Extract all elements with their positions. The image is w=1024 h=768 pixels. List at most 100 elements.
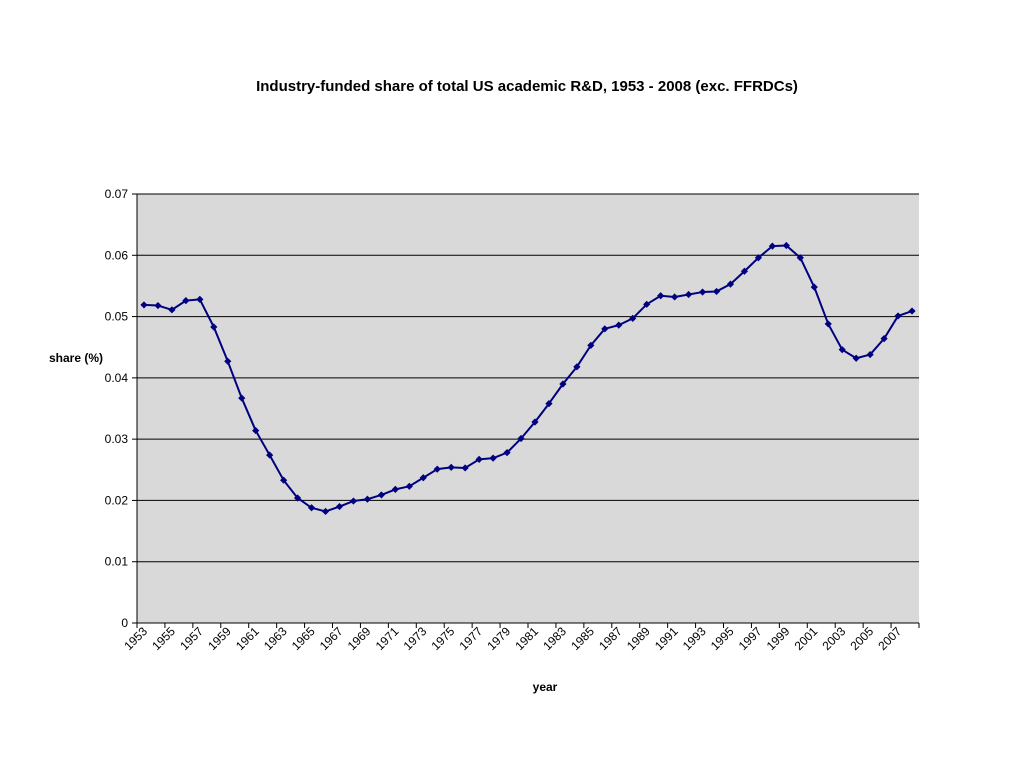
x-tick-label: 1981 [512,624,541,653]
data-point [782,241,790,250]
data-point [740,267,749,275]
y-tick-label: 0.04 [105,371,129,385]
x-tick-label: 1977 [456,624,485,653]
data-point [852,354,860,362]
x-tick-label: 1969 [345,624,374,653]
x-tick-label: 1983 [540,624,569,653]
data-point [377,491,385,499]
data-point [531,418,539,426]
x-tick-label: 1997 [736,624,765,653]
data-point [559,380,567,388]
x-tick-label: 1959 [205,624,234,653]
x-tick-label: 1971 [373,624,402,653]
data-point [894,312,902,320]
x-tick-label: 1995 [708,624,737,653]
x-tick-label: 1993 [680,624,709,653]
data-point [615,321,623,329]
y-tick-label: 0.03 [105,432,129,446]
data-point [824,320,832,328]
data-point [252,426,260,435]
y-tick-label: 0.06 [105,248,129,262]
x-axis-title: year [533,680,558,694]
y-axis-title: share (%) [49,351,103,365]
data-point [168,306,176,314]
y-tick-label: 0 [121,616,128,630]
data-point [405,482,413,490]
x-tick-label: 2005 [847,624,876,653]
data-point [475,455,483,463]
gridlines [132,193,919,624]
data-point [601,325,609,333]
data-point [838,346,846,354]
data-point [657,292,665,300]
data-point [503,449,511,457]
data-point [280,476,288,484]
data-point [698,288,707,296]
y-tick-label: 0.05 [105,310,129,324]
data-point [447,463,455,471]
y-tick-label: 0.01 [105,555,129,569]
x-tick-label: 1965 [289,624,318,653]
x-tick-label: 2001 [792,624,821,653]
x-tick-label: 1973 [401,624,430,653]
x-tick-label: 1989 [624,624,653,653]
data-point [461,464,469,472]
data-point [224,357,232,365]
data-point [684,290,693,299]
plot-area [137,194,919,623]
data-point [517,434,525,443]
x-tick-label: 2003 [820,624,849,653]
x-tick-label: 1985 [568,624,597,653]
data-point [573,363,581,371]
data-point [140,301,148,309]
x-tick-label: 1955 [149,624,178,653]
data-point [238,394,246,402]
x-tick-label: 1975 [429,624,458,653]
data-point [629,314,637,323]
x-tick-label: 1967 [317,624,346,653]
data-point [154,301,162,310]
data-point [587,341,595,349]
x-tick-label: 1963 [261,624,290,653]
data-point [433,465,441,473]
data-point [266,451,274,459]
x-tick-label: 1957 [177,624,206,653]
data-point [391,485,399,493]
data-point [726,280,735,288]
data-point [908,307,916,315]
data-point [489,454,497,462]
y-tick-label: 0.02 [105,493,129,507]
data-point [182,297,190,305]
data-point [419,474,427,482]
data-point [363,495,372,503]
x-tick-label: 1987 [596,624,625,653]
data-point [810,283,818,291]
data-point [307,504,316,512]
y-tick-labels: 0 0.01 0.02 0.03 0.04 0.05 0.06 0.07 [105,187,129,630]
data-point [545,399,553,408]
data-point [866,350,874,359]
data-point [196,295,204,304]
data-point [754,254,763,262]
x-tick-label: 1961 [233,624,262,653]
data-point [671,293,679,301]
data-point [210,323,218,331]
series-points [140,241,916,516]
x-tick-labels: 1953 1955 1957 1959 1961 1963 1965 1967 1969 1971… [121,624,904,653]
chart-title: Industry-funded share of total US academ… [256,78,798,95]
y-tick-label: 0.07 [105,187,129,201]
data-point [643,300,651,308]
data-point [321,507,330,516]
data-point [293,494,302,502]
data-point [349,497,358,505]
x-tick-label: 1979 [484,624,513,653]
x-tick-label: 1991 [652,624,681,653]
data-point [712,287,721,296]
x-tick-label: 2007 [875,624,904,653]
data-point [335,502,344,511]
data-point [796,254,804,262]
data-point [880,335,888,343]
axes [136,194,920,628]
x-tick-label: 1999 [764,624,793,653]
